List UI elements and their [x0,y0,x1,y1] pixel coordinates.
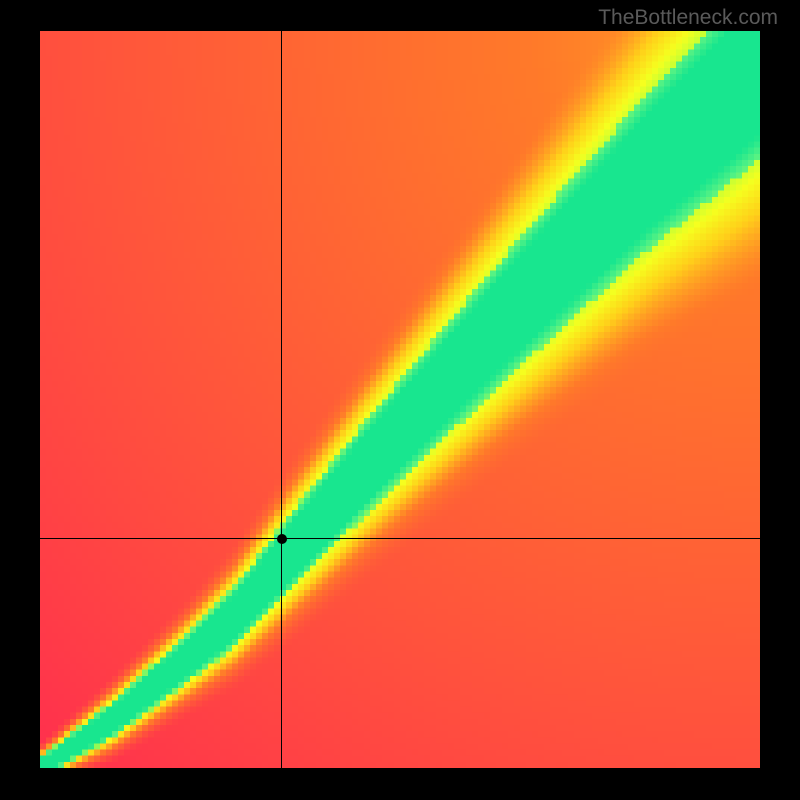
bottleneck-heatmap [40,31,760,768]
crosshair-horizontal [40,538,760,539]
crosshair-vertical [281,31,282,768]
watermark-text: TheBottleneck.com [598,6,778,30]
selection-marker [277,534,287,544]
heatmap-canvas [40,31,760,768]
